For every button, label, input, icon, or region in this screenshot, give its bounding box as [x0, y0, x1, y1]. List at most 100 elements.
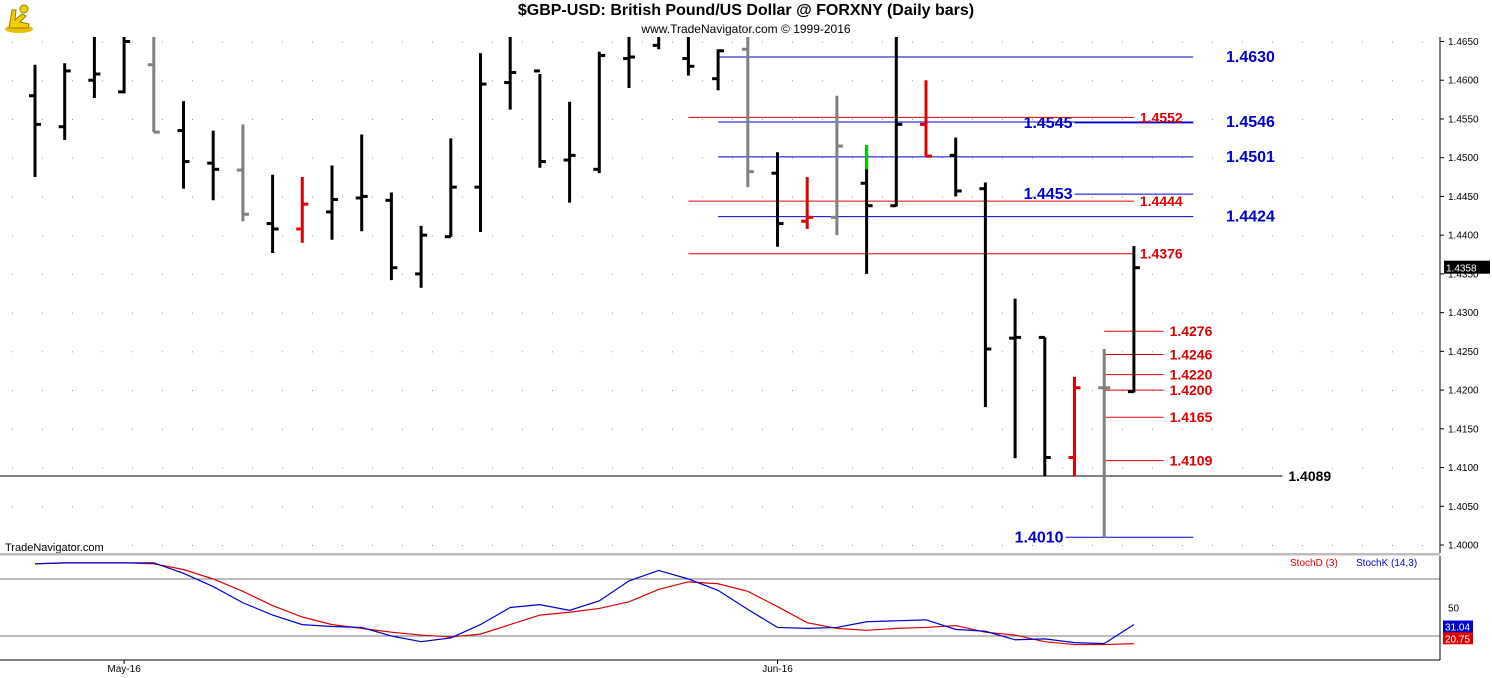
grid-dot	[582, 157, 583, 159]
grid-dot	[1182, 351, 1183, 353]
axis-tick-label: 1.4050	[1448, 502, 1479, 513]
grid-dot	[642, 428, 643, 430]
grid-dot	[582, 80, 583, 82]
grid-dot	[192, 80, 193, 82]
x-axis: May-16 Jun-16	[0, 659, 1440, 675]
grid-dot	[852, 428, 853, 430]
grid-dot	[162, 506, 163, 508]
grid-dot	[1242, 312, 1243, 314]
grid-dot	[552, 235, 553, 237]
grid-dot	[1002, 118, 1003, 120]
last-price-label: 1.4358	[1446, 264, 1477, 275]
grid-dot	[1332, 41, 1333, 43]
grid-dot	[222, 351, 223, 353]
grid-dot	[522, 312, 523, 314]
price-bar	[236, 124, 249, 222]
grid-dot	[222, 118, 223, 120]
grid-dot	[1332, 428, 1333, 430]
grid-dot	[72, 428, 73, 430]
grid-dot	[912, 428, 913, 430]
grid-dot	[582, 390, 583, 392]
axis-tick-label: 1.4350	[1448, 269, 1479, 280]
grid-dot	[522, 467, 523, 469]
price-bar	[712, 49, 725, 91]
grid-dot	[402, 467, 403, 469]
grid-dot	[792, 351, 793, 353]
grid-dot	[1182, 157, 1183, 159]
grid-dot	[372, 351, 373, 353]
grid-dot	[582, 506, 583, 508]
grid-dot	[672, 390, 673, 392]
grid-dot	[672, 351, 673, 353]
grid-dot	[42, 80, 43, 82]
grid-dot	[612, 428, 613, 430]
grid-dot	[1122, 196, 1123, 198]
grid-dot	[42, 235, 43, 237]
grid-dot	[1032, 390, 1033, 392]
grid-dot	[282, 235, 283, 237]
grid-dot	[432, 351, 433, 353]
grid-dot	[882, 390, 883, 392]
grid-dot	[162, 157, 163, 159]
grid-dot	[942, 467, 943, 469]
grid-dot	[72, 157, 73, 159]
grid-dot	[42, 273, 43, 275]
grid-dot	[222, 506, 223, 508]
grid-dot	[1302, 118, 1303, 120]
grid-dot	[822, 506, 823, 508]
grid-dot	[402, 80, 403, 82]
grid-dot	[222, 428, 223, 430]
grid-dot	[1062, 545, 1063, 546]
grid-dot	[432, 118, 433, 120]
grid-dot	[582, 351, 583, 353]
grid-dot	[612, 80, 613, 82]
grid-dot	[462, 118, 463, 120]
grid-dot	[1302, 506, 1303, 508]
grid-dot	[102, 118, 103, 120]
grid-dot	[732, 545, 733, 546]
grid-dot	[1002, 41, 1003, 43]
x-axis-label: May-16	[107, 664, 141, 675]
grid-dot	[552, 157, 553, 159]
grid-dot	[462, 41, 463, 43]
grid-dot	[312, 273, 313, 275]
price-bar	[890, 22, 903, 208]
grid-dot	[1092, 80, 1093, 82]
grid-dot	[252, 235, 253, 237]
grid-dot	[642, 390, 643, 392]
grid-dot	[642, 506, 643, 508]
grid-dots	[12, 41, 1423, 546]
grid-dot	[942, 41, 943, 43]
grid-dot	[1092, 467, 1093, 469]
grid-dot	[912, 390, 913, 392]
grid-dot	[1152, 80, 1153, 82]
grid-dot	[72, 312, 73, 314]
level-label-1.4546: 1.4546	[1226, 114, 1275, 131]
grid-dot	[222, 273, 223, 275]
grid-dot	[792, 390, 793, 392]
grid-dot	[702, 545, 703, 546]
grid-dot	[1332, 312, 1333, 314]
grid-dot	[942, 428, 943, 430]
grid-dot	[1332, 118, 1333, 120]
grid-dot	[612, 41, 613, 43]
grid-dot	[1302, 467, 1303, 469]
level-label-1.4276: 1.4276	[1170, 323, 1213, 339]
grid-dot	[282, 312, 283, 314]
grid-dot	[732, 428, 733, 430]
grid-dot	[552, 273, 553, 275]
grid-dot	[1242, 118, 1243, 120]
grid-dot	[1032, 235, 1033, 237]
grid-dot	[792, 467, 793, 469]
grid-dot	[492, 235, 493, 237]
grid-dot	[972, 351, 973, 353]
grid-dot	[1062, 428, 1063, 430]
grid-dot	[612, 545, 613, 546]
grid-dot	[822, 273, 823, 275]
grid-dot	[1422, 545, 1423, 546]
grid-dot	[792, 41, 793, 43]
grid-dot	[1242, 467, 1243, 469]
axis-tick-label: 1.4300	[1448, 308, 1479, 319]
grid-dot	[822, 545, 823, 546]
grid-dot	[432, 428, 433, 430]
